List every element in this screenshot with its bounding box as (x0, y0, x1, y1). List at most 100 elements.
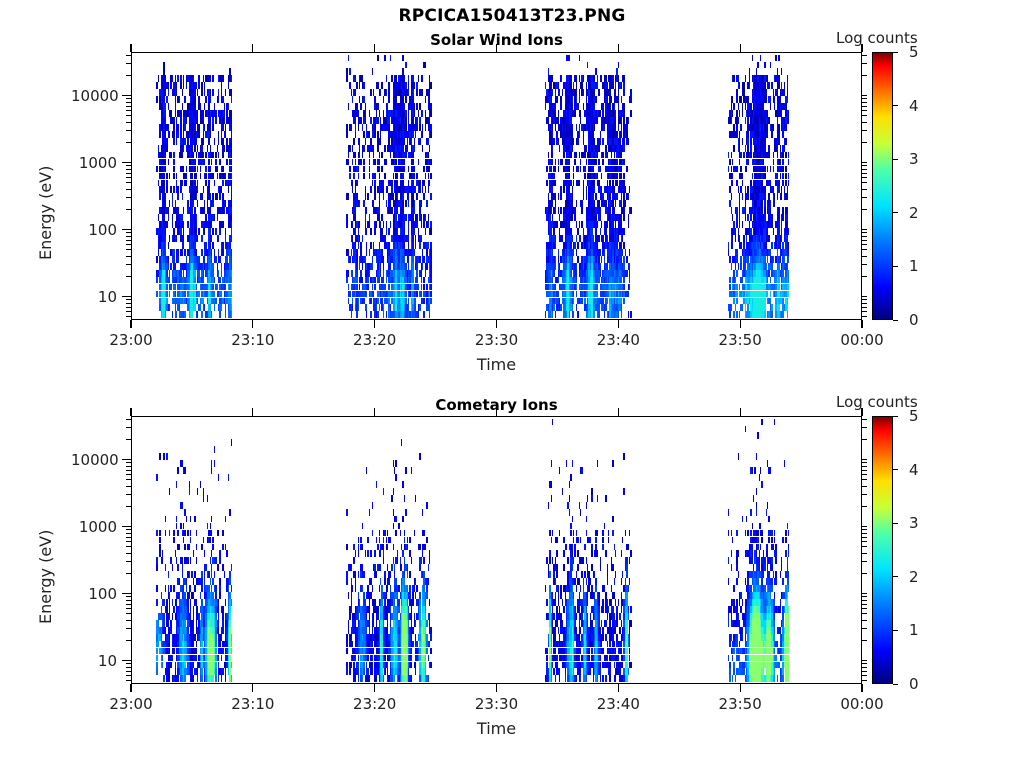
heatmap-cell (577, 311, 579, 319)
heatmap-cell (415, 235, 417, 242)
heatmap-cell (156, 564, 158, 572)
heatmap-cell (429, 89, 431, 96)
heatmap-cell (423, 221, 425, 228)
heatmap-cell (415, 297, 417, 305)
heatmap-cell (422, 124, 424, 131)
heatmap-cell (430, 297, 432, 305)
heatmap-cell (159, 172, 161, 180)
heatmap-cell (185, 117, 188, 124)
heatmap-cell (191, 193, 193, 201)
heatmap-cell (189, 103, 192, 110)
heatmap-cell (395, 75, 397, 83)
heatmap-cell (174, 96, 176, 103)
heatmap-cell (378, 276, 381, 284)
heatmap-cell (416, 269, 418, 277)
heatmap-cell (208, 269, 210, 277)
heatmap-cell (206, 130, 209, 138)
heatmap-cell (747, 158, 749, 166)
heatmap-cell (788, 117, 790, 124)
heatmap-cell (730, 103, 732, 110)
heatmap-cell (563, 151, 565, 159)
heatmap-cell (160, 242, 162, 249)
heatmap-cell (156, 661, 158, 669)
x-tick (130, 320, 132, 328)
heatmap-cell (356, 255, 358, 263)
heatmap-cell (163, 179, 165, 187)
heatmap-cell (786, 235, 788, 242)
heatmap-cell (174, 276, 176, 284)
heatmap-cell (354, 186, 357, 194)
heatmap-cell (206, 200, 209, 208)
heatmap-cell (617, 75, 620, 83)
heatmap-cell (606, 179, 609, 187)
heatmap-cell (197, 89, 199, 96)
heatmap-cell (182, 262, 185, 270)
y-minor-tick-right (862, 232, 867, 234)
heatmap-cell (368, 172, 371, 180)
y-minor-tick-right (862, 249, 867, 251)
heatmap-cell (552, 75, 554, 83)
heatmap-cell (371, 68, 374, 76)
heatmap-cell (156, 585, 158, 592)
heatmap-cell (736, 311, 738, 319)
heatmap-cell (594, 311, 596, 319)
heatmap-cell (786, 297, 788, 305)
heatmap-cell (206, 283, 209, 291)
heatmap-cell (733, 103, 735, 110)
heatmap-cell (218, 137, 220, 145)
heatmap-cell (191, 269, 193, 277)
heatmap-cell (195, 110, 197, 117)
heatmap-cell (182, 269, 185, 277)
heatmap-cell (182, 110, 185, 117)
heatmap-cell (388, 242, 390, 249)
heatmap-cell (191, 82, 193, 90)
heatmap-cell (216, 262, 218, 270)
heatmap-cell (748, 68, 751, 76)
heatmap-cell (188, 235, 190, 242)
heatmap-cell (359, 235, 361, 242)
heatmap-cell (188, 276, 190, 284)
heatmap-cell (208, 304, 210, 312)
heatmap-cell (208, 186, 210, 194)
heatmap-cell (230, 96, 232, 103)
heatmap-cell (168, 599, 171, 606)
heatmap-cell (174, 661, 176, 669)
heatmap-cell (610, 151, 613, 159)
heatmap-cell (161, 158, 164, 166)
heatmap-cell (408, 89, 410, 96)
heatmap-cell (573, 137, 575, 145)
heatmap-cell (188, 110, 190, 117)
heatmap-cell (788, 249, 790, 256)
heatmap-cell (197, 269, 199, 277)
heatmap-cell (199, 144, 202, 152)
y-minor-tick (126, 54, 131, 56)
heatmap-cell (598, 144, 600, 152)
heatmap-cell (774, 103, 776, 110)
heatmap-cell (413, 172, 416, 180)
heatmap-cell (201, 235, 203, 242)
heatmap-cell (178, 311, 181, 319)
heatmap-cell (578, 221, 581, 228)
heatmap-cell (750, 228, 752, 235)
heatmap-cell (381, 297, 383, 305)
heatmap-cell (364, 193, 367, 201)
heatmap-cell (220, 82, 223, 90)
heatmap-cell (422, 144, 424, 152)
heatmap-cell (412, 193, 414, 201)
heatmap-cell (733, 144, 735, 152)
y-minor-tick (126, 239, 131, 241)
heatmap-cell (727, 165, 730, 173)
heatmap-cell (204, 242, 206, 249)
heatmap-cell (218, 235, 220, 242)
heatmap-cell (205, 221, 207, 228)
heatmap-cell (782, 311, 784, 319)
heatmap-cell (402, 144, 404, 152)
heatmap-cell (168, 668, 171, 676)
heatmap-cell (195, 262, 197, 270)
heatmap-cell (352, 221, 354, 228)
heatmap-cell (164, 269, 167, 277)
heatmap-cell (160, 186, 162, 194)
heatmap-cell (192, 221, 195, 228)
heatmap-cell (368, 221, 371, 228)
heatmap-cell (164, 165, 167, 173)
